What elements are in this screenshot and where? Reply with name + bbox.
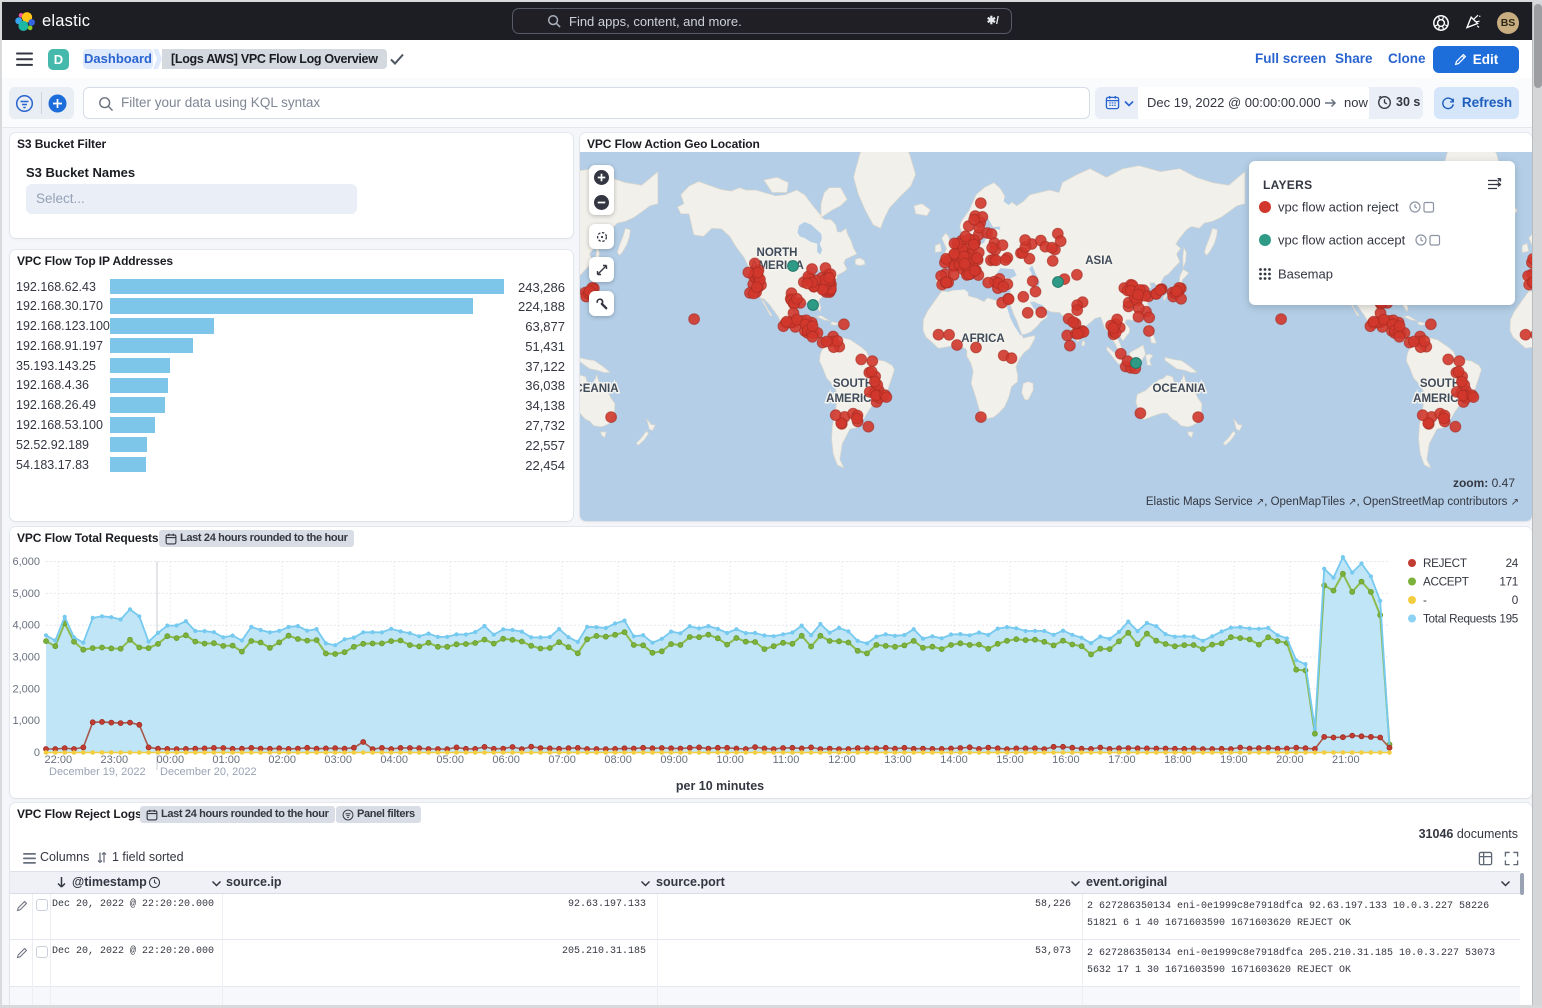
svg-text:per 10 minutes: per 10 minutes (676, 779, 764, 793)
svg-text:SOUTH: SOUTH (1420, 378, 1460, 390)
svg-text:SOUTH: SOUTH (833, 378, 873, 390)
svg-text:10:00: 10:00 (716, 754, 744, 766)
svg-text:18:00: 18:00 (1164, 754, 1192, 766)
svg-text:ASIA: ASIA (1085, 255, 1112, 267)
svg-text:December 20, 2022: December 20, 2022 (160, 766, 257, 778)
svg-text:15:00: 15:00 (996, 754, 1024, 766)
svg-text:Basemap: Basemap (1278, 267, 1333, 282)
svg-text:0: 0 (34, 747, 40, 759)
svg-text:12:00: 12:00 (828, 754, 856, 766)
svg-text:December 19, 2022: December 19, 2022 (49, 766, 146, 778)
svg-text:06:00: 06:00 (492, 754, 520, 766)
svg-text:13:00: 13:00 (884, 754, 912, 766)
svg-text:4,000: 4,000 (12, 620, 40, 632)
svg-text:22:00: 22:00 (45, 754, 73, 766)
svg-text:6,000: 6,000 (12, 556, 40, 568)
svg-text:17:00: 17:00 (1108, 754, 1136, 766)
svg-text:16:00: 16:00 (1052, 754, 1080, 766)
svg-text:11:00: 11:00 (773, 754, 800, 766)
svg-text:OCEANIA: OCEANIA (1152, 383, 1205, 395)
svg-text:02:00: 02:00 (268, 754, 296, 766)
svg-text:24: 24 (1506, 557, 1519, 570)
svg-text:07:00: 07:00 (548, 754, 576, 766)
svg-text:2,000: 2,000 (12, 683, 40, 695)
svg-text:vpc flow action reject: vpc flow action reject (1278, 201, 1399, 215)
svg-text:171: 171 (1499, 576, 1518, 589)
svg-text:20:00: 20:00 (1276, 754, 1304, 766)
svg-text:ACCEPT: ACCEPT (1423, 576, 1469, 589)
svg-text:OCEANIA: OCEANIA (580, 383, 619, 395)
svg-text:Total Requests: Total Requests (1423, 613, 1497, 626)
svg-text:1,000: 1,000 (12, 715, 40, 727)
svg-text:21:00: 21:00 (1332, 754, 1360, 766)
svg-text:NORTH: NORTH (757, 247, 798, 259)
svg-text:vpc flow action accept: vpc flow action accept (1278, 233, 1406, 248)
svg-text:-: - (1423, 594, 1427, 607)
svg-text:09:00: 09:00 (660, 754, 688, 766)
svg-text:REJECT: REJECT (1423, 557, 1467, 570)
svg-text:19:00: 19:00 (1220, 754, 1248, 766)
svg-text:5,000: 5,000 (12, 588, 40, 600)
svg-text:08:00: 08:00 (604, 754, 632, 766)
svg-text:195: 195 (1499, 613, 1518, 626)
svg-text:23:00: 23:00 (101, 754, 129, 766)
svg-text:3,000: 3,000 (12, 652, 40, 664)
svg-text:04:00: 04:00 (380, 754, 408, 766)
svg-text:05:00: 05:00 (436, 754, 464, 766)
svg-text:0: 0 (1512, 594, 1519, 607)
svg-text:00:00: 00:00 (157, 754, 185, 766)
svg-text:01:00: 01:00 (212, 754, 240, 766)
svg-text:AFRICA: AFRICA (961, 333, 1004, 345)
svg-text:14:00: 14:00 (940, 754, 968, 766)
svg-text:03:00: 03:00 (324, 754, 352, 766)
